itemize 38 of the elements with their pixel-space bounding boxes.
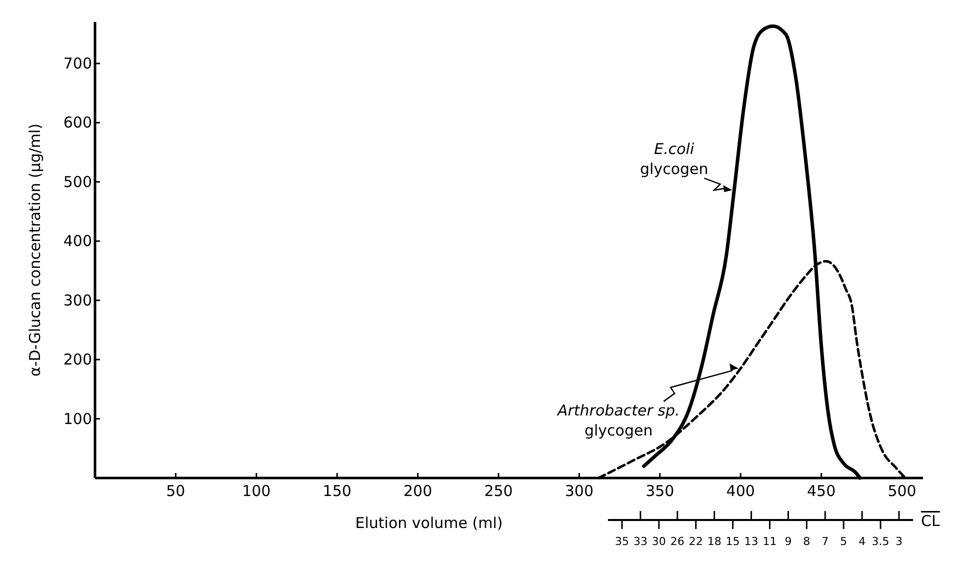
x-tick-label: 450 [806,482,836,500]
category-label: 9 [784,535,792,548]
category-label: 5 [840,535,848,548]
x-tick-label: 100 [242,482,271,500]
x-tick-label: 50 [166,482,186,500]
series-label: E.coli glycogen [640,140,708,178]
category-label: 15 [726,535,740,548]
x-tick-label: 400 [726,482,755,500]
category-label: 26 [670,535,684,548]
category-label: 33 [633,535,648,548]
category-label: 8 [803,535,810,548]
category-label: 4 [858,535,866,548]
y-tick-label: 100 [63,410,92,428]
category-label: 3 [896,535,902,548]
category-label: 35 [615,535,629,548]
y-tick-label: 700 [63,54,92,72]
y-tick-label: 400 [63,232,92,250]
series-label: Arthrobacter sp. glycogen [556,401,680,440]
x-tick-label: 300 [564,482,594,500]
category-label: 7 [822,535,829,548]
y-tick-label: 300 [63,291,92,310]
y-axis-title: α-D-Glucan concentration (µg/ml) [26,123,44,377]
category-label: 18 [707,535,722,548]
x-tick-label: 500 [888,482,916,500]
category-label: 11 [762,535,777,548]
y-tick-label: 200 [63,350,92,369]
text: CL [921,512,940,530]
y-tick-label: 500 [63,172,92,191]
category-label: 22 [688,535,703,548]
category-label: 3.5 [872,535,890,548]
category-label: 30 [652,535,666,548]
x-tick-label: 150 [322,482,352,500]
x-tick-label: 250 [484,482,513,500]
y-tick-label: 600 [63,114,92,132]
x-axis-title: Elution volume (ml) [355,514,503,532]
x-tick-label: 200 [403,482,432,500]
category-label: 13 [744,535,758,548]
x-tick-label: 350 [646,482,674,500]
